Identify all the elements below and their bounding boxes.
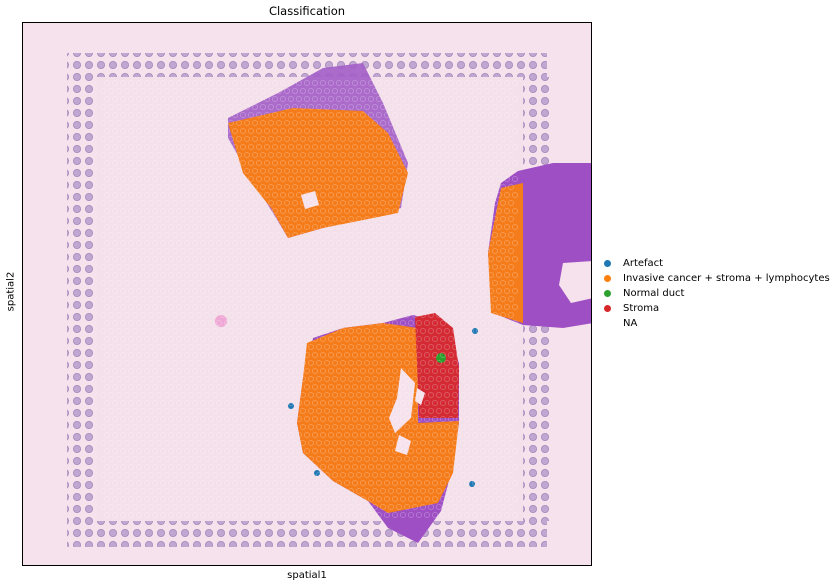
legend-swatch-normal-duct xyxy=(604,290,611,297)
legend-item: Artefact xyxy=(604,256,830,271)
legend-swatch-na xyxy=(604,320,611,327)
legend-item: Normal duct xyxy=(604,286,830,301)
legend-item: Invasive cancer + stroma + lymphocytes xyxy=(604,271,830,286)
artefact-spots xyxy=(288,328,478,487)
legend-swatch-artefact xyxy=(604,260,611,267)
legend-item: NA xyxy=(604,316,830,331)
tissue-section-bottom xyxy=(297,313,459,543)
legend-swatch-stroma xyxy=(604,305,611,312)
y-axis-label: spatial2 xyxy=(5,271,17,312)
spot-overlay xyxy=(100,80,518,518)
x-axis-label: spatial1 xyxy=(287,570,327,581)
legend-label: Artefact xyxy=(623,258,664,269)
stain-artefact xyxy=(215,315,227,327)
tissue-section-right xyxy=(488,163,591,328)
tissue-section-top xyxy=(228,63,408,238)
tissue-image xyxy=(67,53,591,547)
legend-label: Normal duct xyxy=(623,288,685,299)
legend-label: NA xyxy=(623,318,638,329)
plot-title: Classification xyxy=(268,4,346,18)
legend-label: Stroma xyxy=(623,303,660,314)
legend-item: Stroma xyxy=(604,301,830,316)
spatial-plot xyxy=(22,22,592,566)
legend: Artefact Invasive cancer + stroma + lymp… xyxy=(604,256,830,331)
legend-label: Invasive cancer + stroma + lymphocytes xyxy=(623,273,830,284)
legend-swatch-invasive xyxy=(604,275,611,282)
